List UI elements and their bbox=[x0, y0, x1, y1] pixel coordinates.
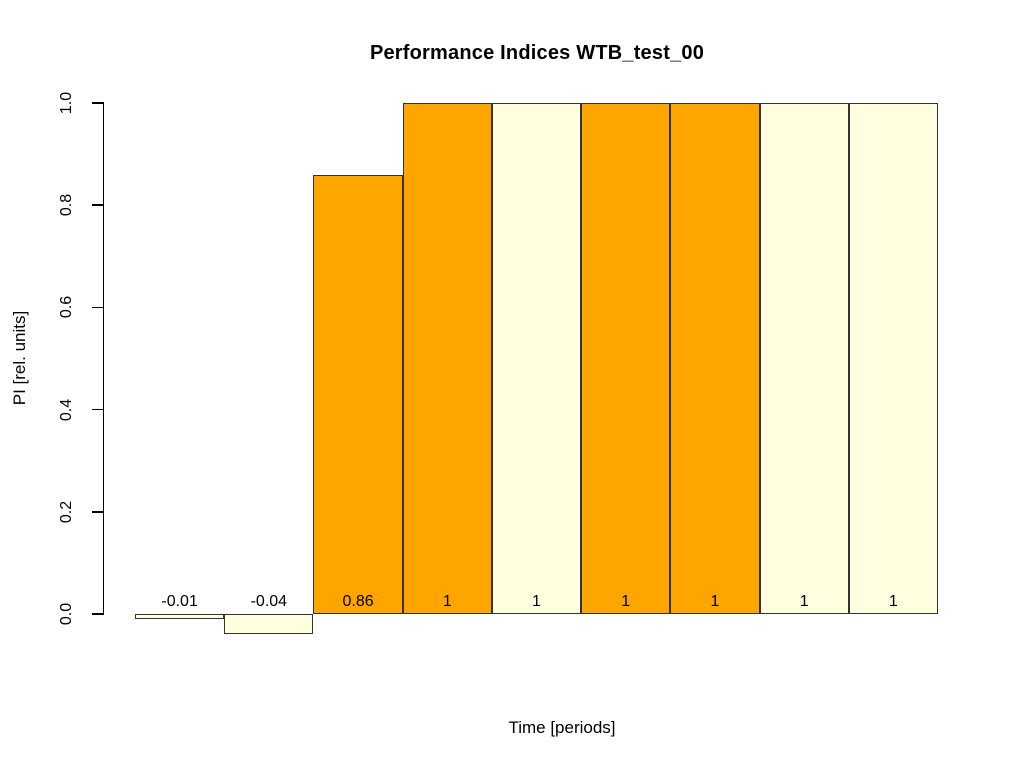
bar-value-label: 1 bbox=[799, 593, 809, 610]
bar-7 bbox=[670, 103, 760, 614]
y-axis-tick bbox=[92, 408, 104, 411]
x-axis-label: Time [periods] bbox=[508, 718, 616, 737]
bar-6 bbox=[581, 103, 671, 614]
chart-title: Performance Indices WTB_test_00 bbox=[369, 42, 705, 64]
y-axis-tick bbox=[92, 510, 104, 513]
y-axis-label: PI [rel. units] bbox=[10, 310, 29, 406]
bar-value-label: 1 bbox=[442, 593, 452, 610]
bar-9 bbox=[848, 103, 938, 614]
y-axis-tick-label: 0.8 bbox=[58, 194, 75, 217]
bar-1 bbox=[135, 614, 225, 620]
y-axis-tick bbox=[92, 613, 104, 615]
y-axis-tick-label: 0.4 bbox=[58, 398, 75, 421]
bar-3 bbox=[313, 174, 403, 614]
bar-5 bbox=[491, 103, 582, 614]
bar-value-label: 1 bbox=[888, 593, 898, 610]
bar-4 bbox=[402, 103, 492, 614]
bar-value-label: -0.01 bbox=[161, 593, 198, 610]
y-axis-tick bbox=[92, 204, 104, 207]
bar-2 bbox=[224, 614, 314, 635]
bar-value-label: -0.04 bbox=[250, 593, 288, 610]
y-axis-tick-label: 0.2 bbox=[58, 500, 75, 523]
bar-value-label: 1 bbox=[621, 593, 631, 610]
y-axis-line bbox=[102, 102, 105, 615]
y-axis-tick-label: 0.0 bbox=[58, 602, 75, 626]
y-axis-tick bbox=[92, 102, 104, 104]
y-axis-tick-label: 1.0 bbox=[58, 91, 75, 115]
bar-8 bbox=[759, 103, 849, 614]
bar-value-label: 0.86 bbox=[342, 593, 374, 610]
y-axis-tick bbox=[92, 306, 104, 309]
bar-value-label: 1 bbox=[710, 593, 720, 610]
bar-value-label: 1 bbox=[532, 593, 541, 610]
y-axis-tick-label: 0.6 bbox=[58, 296, 75, 319]
